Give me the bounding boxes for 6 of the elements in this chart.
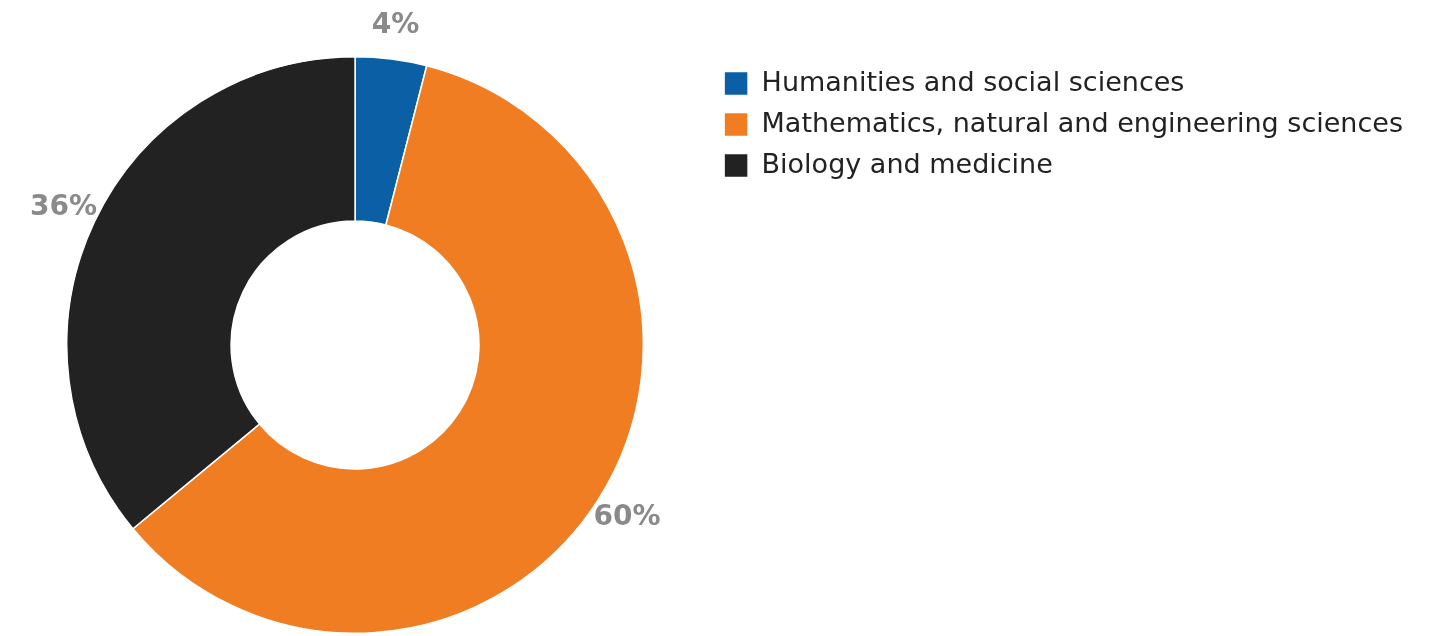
legend-label: Humanities and social sciences [761,65,1185,97]
data-label: 60% [593,498,661,532]
legend-label: Mathematics, natural and engineering sciences [761,106,1403,138]
data-label: 4% [371,6,420,40]
legend-label: Biology and medicine [761,147,1053,179]
data-label: 36% [29,189,97,223]
